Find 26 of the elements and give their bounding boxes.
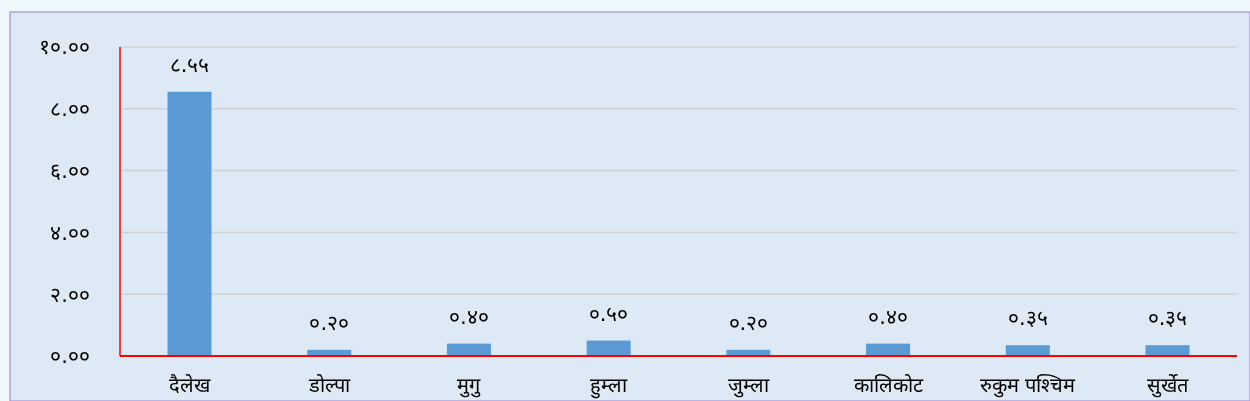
data-label: ८.५५ — [169, 52, 210, 77]
x-tick-label: कालिकोट — [853, 373, 924, 397]
x-tick-label: मुगु — [457, 373, 482, 398]
data-label: ०.२० — [309, 310, 350, 335]
data-label: ०.४० — [868, 304, 908, 329]
data-label: ०.२० — [728, 310, 769, 335]
y-tick-label: ४.०० — [50, 220, 90, 245]
data-label: ०.३५ — [1007, 306, 1048, 331]
x-tick-label: दैलेख — [169, 373, 212, 397]
bar — [1145, 345, 1190, 356]
bar — [586, 340, 631, 356]
y-tick-label: ८.०० — [50, 97, 90, 122]
x-tick-label: डोल्पा — [307, 373, 351, 397]
x-tick-label: रुकुम पश्चिम — [980, 373, 1077, 398]
y-tick-label: २.०० — [50, 282, 90, 307]
bar — [167, 91, 212, 356]
data-label: ०.३५ — [1147, 306, 1188, 331]
x-tick-label: सुर्खेत — [1146, 373, 1189, 398]
bar — [1005, 345, 1050, 356]
y-tick-label: १०.०० — [39, 35, 90, 60]
x-tick-label: जुम्ला — [727, 373, 770, 398]
data-label: ०.४० — [449, 304, 489, 329]
data-label: ०.५० — [588, 301, 629, 326]
y-tick-label: ६.०० — [50, 158, 90, 183]
y-tick-label: ०.०० — [50, 344, 90, 369]
x-tick-label: हुम्ला — [590, 373, 629, 399]
